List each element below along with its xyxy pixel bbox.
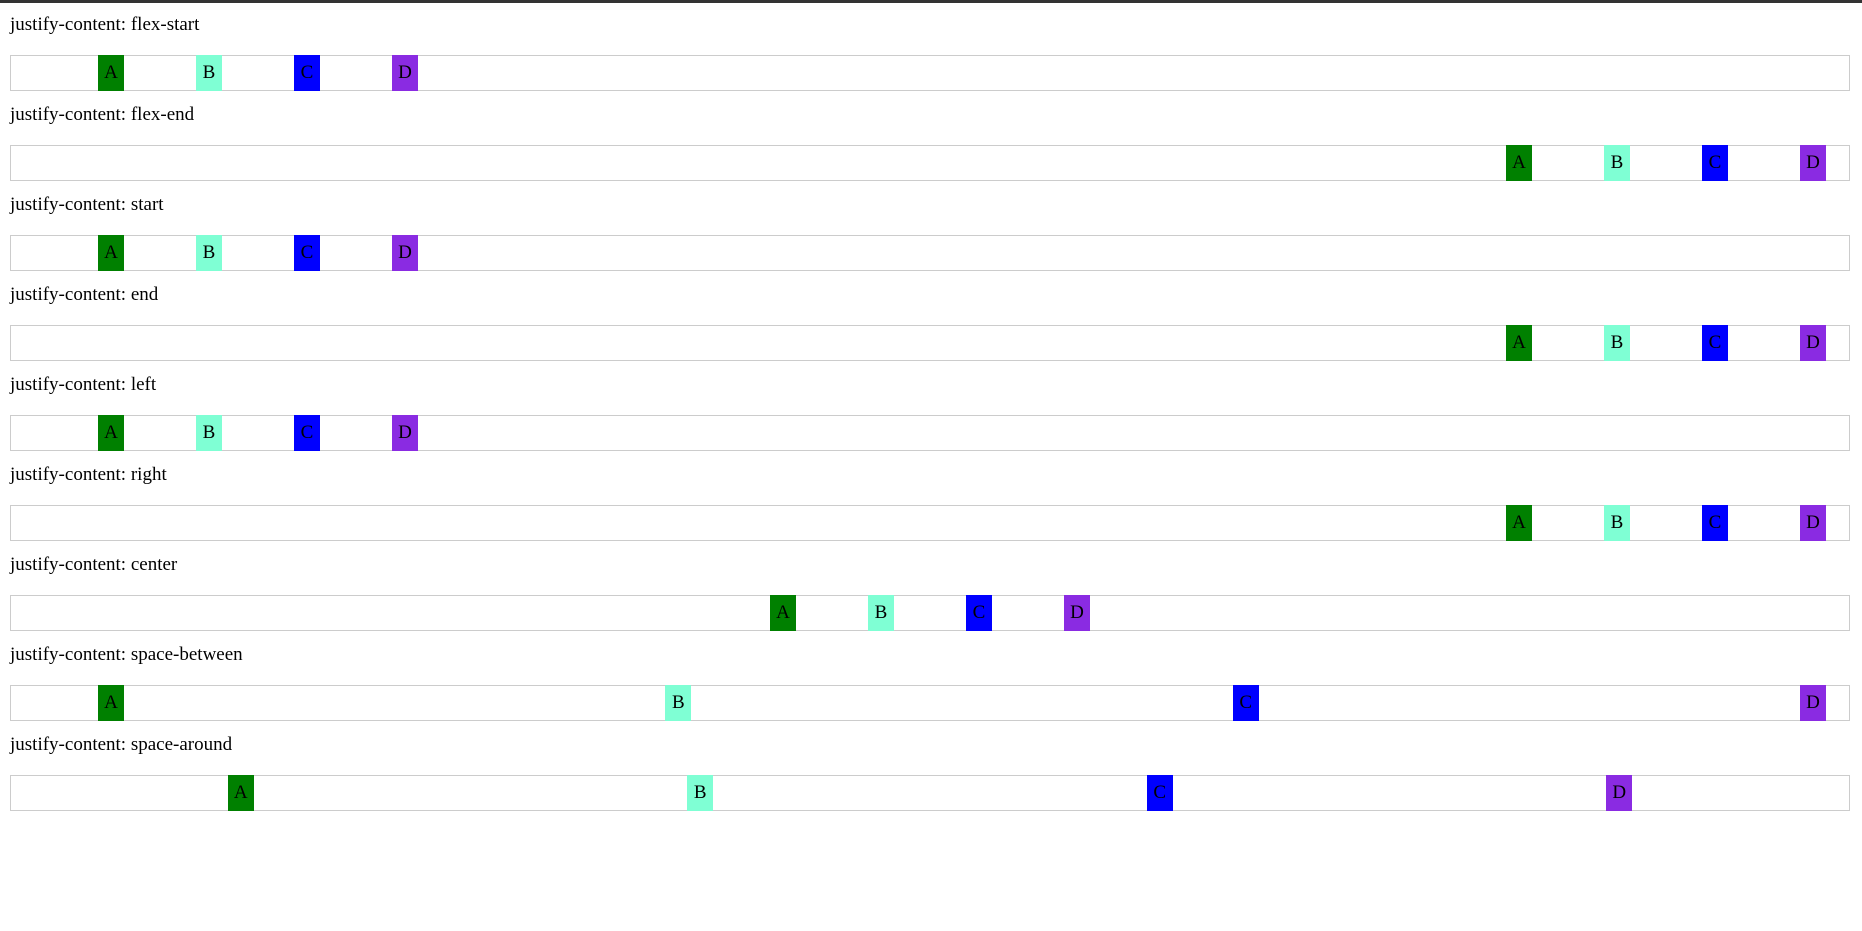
item-b: B xyxy=(196,415,222,451)
section-label: justify-content: left xyxy=(10,374,157,395)
item-a: A xyxy=(98,685,124,721)
flex-container: A B C D xyxy=(10,775,1850,811)
flex-container: A B C D xyxy=(10,145,1850,181)
section-label: justify-content: flex-end xyxy=(10,104,195,125)
section-label: justify-content: right xyxy=(10,464,167,485)
item-c: C xyxy=(1702,505,1728,541)
item-b: B xyxy=(196,235,222,271)
flex-container: A B C D xyxy=(10,415,1850,451)
item-d: D xyxy=(392,55,418,91)
item-a: A xyxy=(770,595,796,631)
item-a: A xyxy=(1506,145,1532,181)
section-left: justify-content: left A B C D xyxy=(10,361,1852,451)
section-label: justify-content: end xyxy=(10,284,159,305)
item-b: B xyxy=(665,685,692,721)
item-c: C xyxy=(1232,685,1259,721)
item-c: C xyxy=(294,55,320,91)
item-d: D xyxy=(392,235,418,271)
item-c: C xyxy=(1702,325,1728,361)
item-a: A xyxy=(1506,325,1532,361)
demo-page: justify-content: flex-start A B C D just… xyxy=(0,3,1862,811)
item-d: D xyxy=(1799,685,1826,721)
item-b: B xyxy=(1604,505,1630,541)
section-label: justify-content: space-around xyxy=(10,734,233,755)
section-label: justify-content: flex-start xyxy=(10,14,200,35)
section-label: justify-content: space-between xyxy=(10,644,243,665)
item-d: D xyxy=(1800,145,1826,181)
item-d: D xyxy=(1064,595,1090,631)
flex-container: A B C D xyxy=(10,505,1850,541)
section-center: justify-content: center A B C D xyxy=(10,541,1852,631)
item-b: B xyxy=(868,595,894,631)
item-d: D xyxy=(392,415,418,451)
item-d: D xyxy=(1800,505,1826,541)
section-start: justify-content: start A B C D xyxy=(10,181,1852,271)
flex-container: A B C D xyxy=(10,685,1850,721)
section-space-around: justify-content: space-around A B C D xyxy=(10,721,1852,811)
section-right: justify-content: right A B C D xyxy=(10,451,1852,541)
item-b: B xyxy=(687,775,714,811)
flex-container: A B C D xyxy=(10,55,1850,91)
item-d: D xyxy=(1606,775,1633,811)
section-flex-start: justify-content: flex-start A B C D xyxy=(10,3,1852,91)
section-flex-end: justify-content: flex-end A B C D xyxy=(10,91,1852,181)
item-c: C xyxy=(294,415,320,451)
item-c: C xyxy=(1702,145,1728,181)
item-b: B xyxy=(1604,325,1630,361)
item-b: B xyxy=(1604,145,1630,181)
item-c: C xyxy=(966,595,992,631)
item-b: B xyxy=(196,55,222,91)
section-space-between: justify-content: space-between A B C D xyxy=(10,631,1852,721)
section-end: justify-content: end A B C D xyxy=(10,271,1852,361)
flex-container: A B C D xyxy=(10,595,1850,631)
item-c: C xyxy=(294,235,320,271)
item-a: A xyxy=(98,55,124,91)
item-a: A xyxy=(1506,505,1532,541)
item-a: A xyxy=(98,235,124,271)
item-a: A xyxy=(98,415,124,451)
item-c: C xyxy=(1146,775,1173,811)
flex-container: A B C D xyxy=(10,325,1850,361)
flex-container: A B C D xyxy=(10,235,1850,271)
item-d: D xyxy=(1800,325,1826,361)
item-a: A xyxy=(227,775,254,811)
section-label: justify-content: center xyxy=(10,554,178,575)
section-label: justify-content: start xyxy=(10,194,164,215)
